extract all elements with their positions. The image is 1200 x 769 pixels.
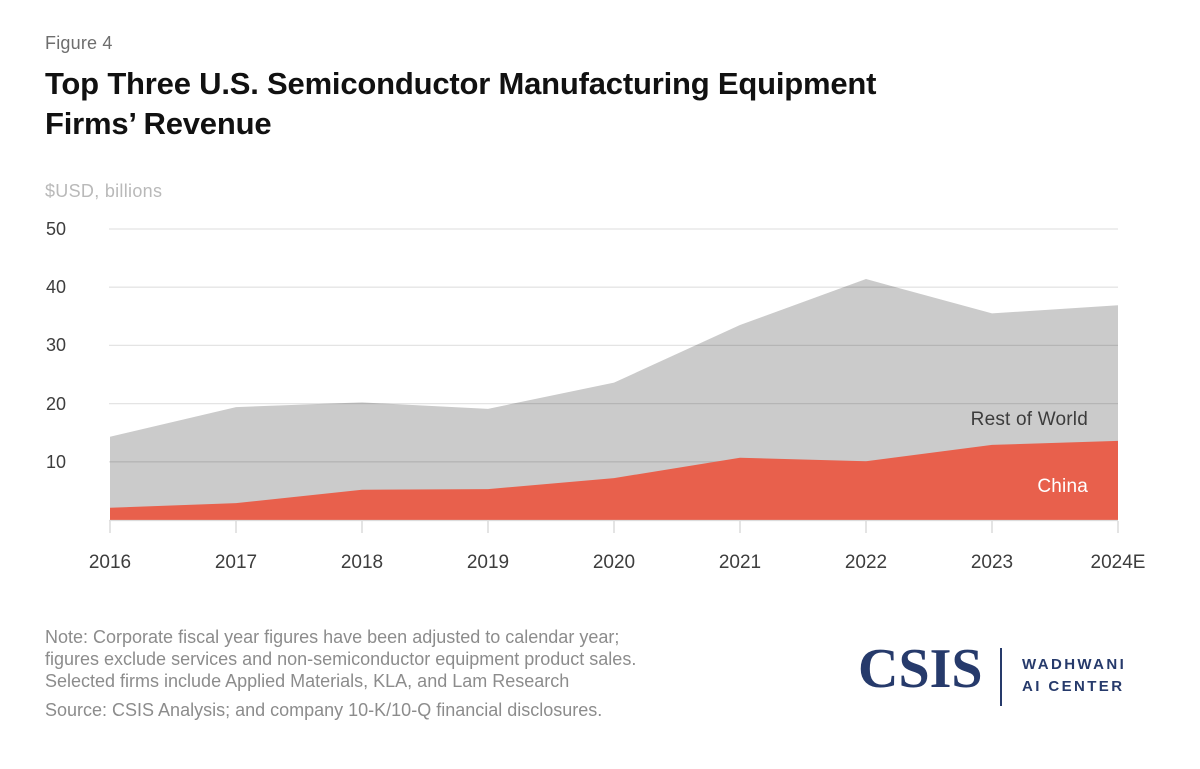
wadhwani-ai-center-label: WADHWANI AI CENTER: [1022, 654, 1126, 698]
x-tick-label-2019: 2019: [466, 552, 510, 573]
x-tick-label-2024E: 2024E: [1090, 552, 1146, 573]
chart-title-line-1: Top Three U.S. Semiconductor Manufacturi…: [45, 66, 877, 101]
logo-divider-bar: [1000, 648, 1002, 706]
csis-wadhwani-logo: CSIS WADHWANI AI CENTER: [858, 638, 1158, 716]
x-tick-label-2021: 2021: [718, 552, 762, 573]
x-tick-label-2018: 2018: [340, 552, 384, 573]
y-tick-label-10: 10: [45, 451, 66, 472]
x-tick-label-2020: 2020: [592, 552, 636, 573]
china-area: [110, 440, 1118, 520]
y-axis-unit-label: $USD, billions: [45, 181, 163, 201]
x-tick-label-2016: 2016: [88, 552, 132, 573]
x-tick-label-2023: 2023: [970, 552, 1014, 573]
y-tick-label-50: 50: [45, 219, 66, 239]
chart-title: Top Three U.S. Semiconductor Manufacturi…: [45, 64, 1045, 144]
note-line-3: Selected firms include Applied Materials…: [45, 671, 570, 691]
y-tick-label-40: 40: [45, 277, 66, 298]
logo-brand-line-2: AI CENTER: [1022, 678, 1125, 695]
note-line-2: figures exclude services and non-semicon…: [45, 649, 637, 669]
y-tick-label-30: 30: [45, 335, 66, 356]
note-line-1: Note: Corporate fiscal year figures have…: [45, 627, 620, 647]
rest-of-world-area: [110, 279, 1118, 520]
figure-label: Figure 4: [45, 33, 113, 53]
csis-logo-wordmark: CSIS: [858, 638, 983, 700]
chart-title-line-2: Firms’ Revenue: [45, 106, 272, 141]
y-tick-label-20: 20: [45, 393, 66, 414]
source-text: Source: CSIS Analysis; and company 10-K/…: [45, 700, 603, 720]
logo-brand-line-1: WADHWANI: [1022, 656, 1127, 673]
rest-of-world-area-label: Rest of World: [970, 409, 1088, 430]
note-text: Note: Corporate fiscal year figures have…: [45, 626, 636, 692]
x-tick-label-2022: 2022: [844, 552, 888, 573]
x-tick-label-2017: 2017: [214, 552, 258, 573]
china-area-label: China: [1037, 476, 1088, 497]
